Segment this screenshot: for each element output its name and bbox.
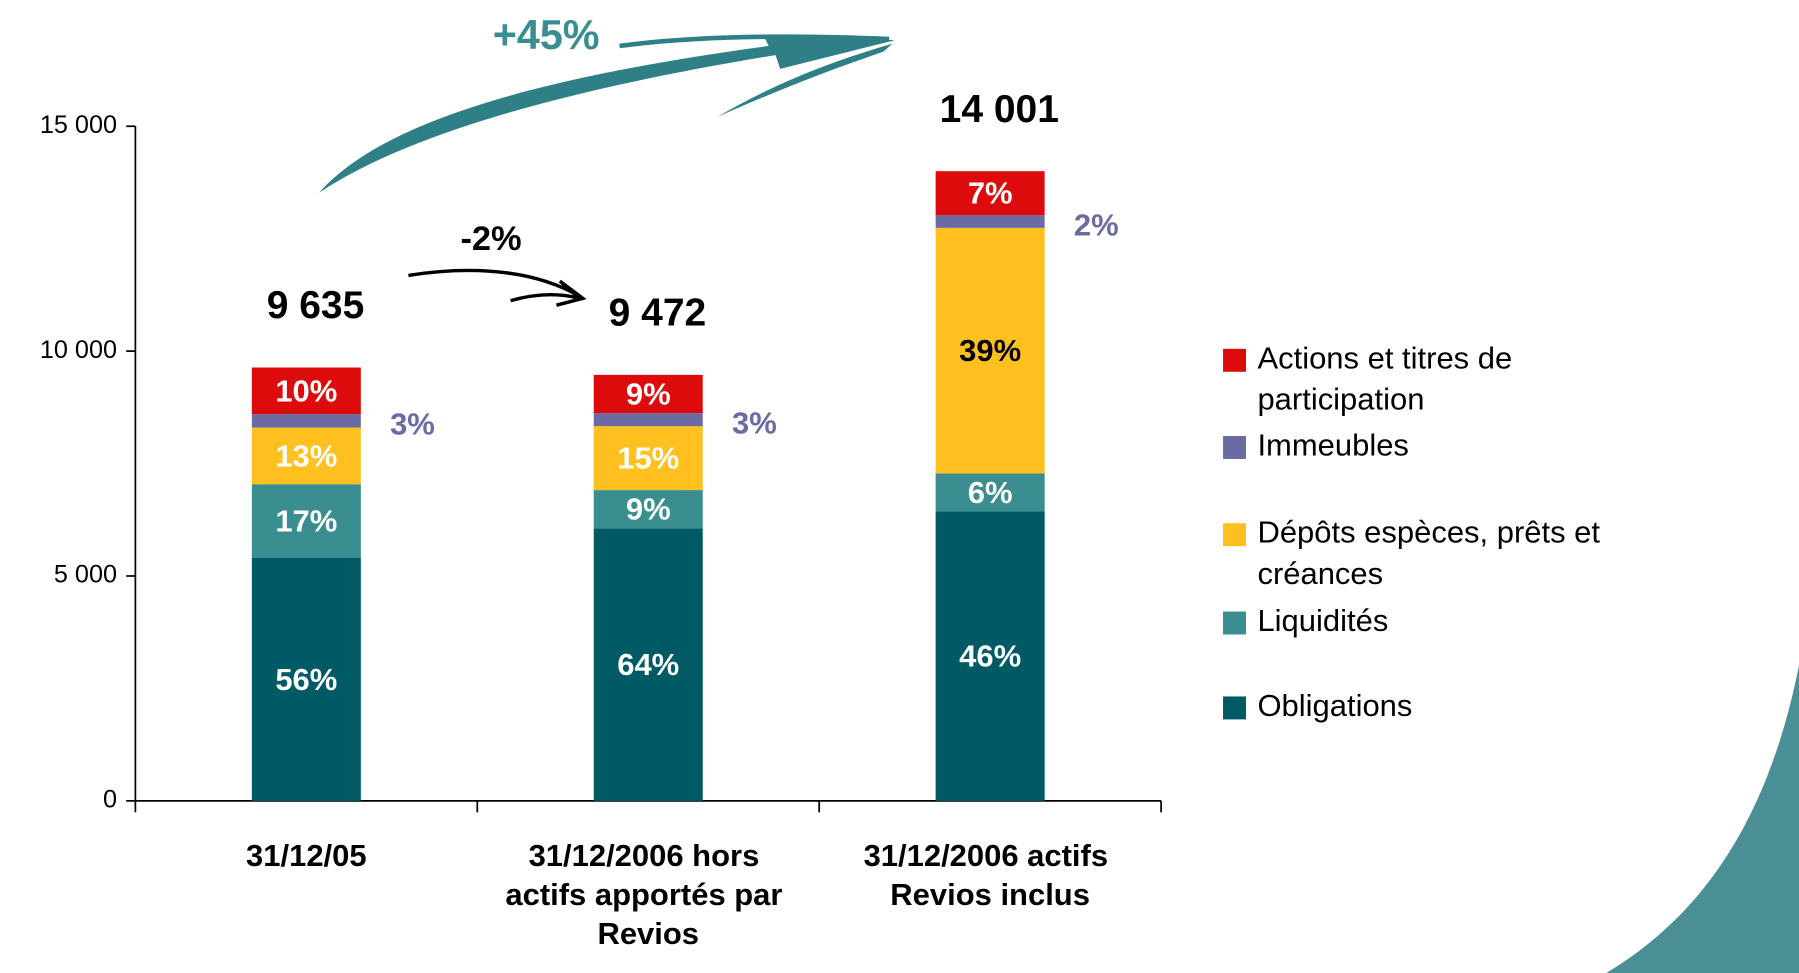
data-label: 46% [959, 639, 1021, 674]
y-tick-label: 0 [103, 786, 117, 814]
annotation: +45% [493, 12, 600, 58]
data-label: 2% [1074, 208, 1119, 243]
data-label: 7% [968, 176, 1013, 211]
bar-segment [251, 414, 361, 428]
bar-segment [935, 511, 1045, 801]
legend-swatch [1223, 696, 1246, 720]
legend-swatch [1223, 523, 1246, 547]
legend-swatch [1223, 348, 1246, 372]
bar-segment [251, 427, 361, 485]
decoration [1606, 665, 1799, 973]
change-arrow [408, 268, 581, 298]
x-tick-label: 31/12/05 [246, 838, 367, 873]
legend-label: Dépôts espèces, prêts et créances [1257, 515, 1608, 591]
bar-segment [251, 367, 361, 415]
data-label: 17% [275, 504, 337, 539]
annotation: -2% [460, 220, 521, 258]
total-label: 9 472 [609, 291, 707, 334]
growth-arrow [717, 43, 893, 118]
data-label: 9% [626, 377, 671, 412]
data-label: 10% [275, 373, 337, 408]
bar-segment [935, 171, 1045, 216]
growth-arrow [619, 34, 890, 49]
y-tick-label: 10 000 [40, 336, 117, 364]
data-label: 15% [617, 441, 679, 476]
data-label: 6% [968, 475, 1013, 510]
bar-segment [251, 484, 361, 559]
data-label: 3% [732, 406, 777, 441]
bar-segment [593, 490, 703, 529]
legend-label: Liquidités [1257, 603, 1388, 638]
data-label: 56% [275, 662, 337, 697]
bar-segment [593, 413, 703, 427]
bar-segment [935, 227, 1045, 474]
legend-label: Obligations [1257, 688, 1412, 723]
bar-segment [593, 426, 703, 491]
bar-segment [593, 528, 703, 801]
legend-swatch [1223, 436, 1246, 459]
legend-label: Immeubles [1257, 428, 1408, 463]
y-tick-label: 5 000 [54, 561, 117, 589]
total-label: 9 635 [267, 284, 365, 327]
bar-segment [593, 374, 703, 414]
bar-segment [935, 215, 1045, 228]
data-label: 9% [626, 492, 671, 527]
y-tick-label: 15 000 [40, 111, 117, 139]
data-label: 13% [275, 438, 337, 473]
bar-segment [935, 473, 1045, 512]
growth-arrow [318, 34, 895, 193]
bar-segment [251, 558, 361, 801]
x-tick-label: 31/12/2006 actifs Revios inclus [864, 838, 1117, 912]
data-label: 39% [959, 333, 1021, 368]
legend-swatch [1223, 611, 1246, 635]
legend-label: Actions et titres de participation [1257, 340, 1520, 416]
total-label: 14 001 [940, 88, 1059, 131]
data-label: 3% [390, 407, 435, 442]
change-arrow [510, 279, 587, 307]
x-tick-label: 31/12/2006 hors actifs apportés par Revi… [505, 838, 791, 951]
data-label: 64% [617, 647, 679, 682]
